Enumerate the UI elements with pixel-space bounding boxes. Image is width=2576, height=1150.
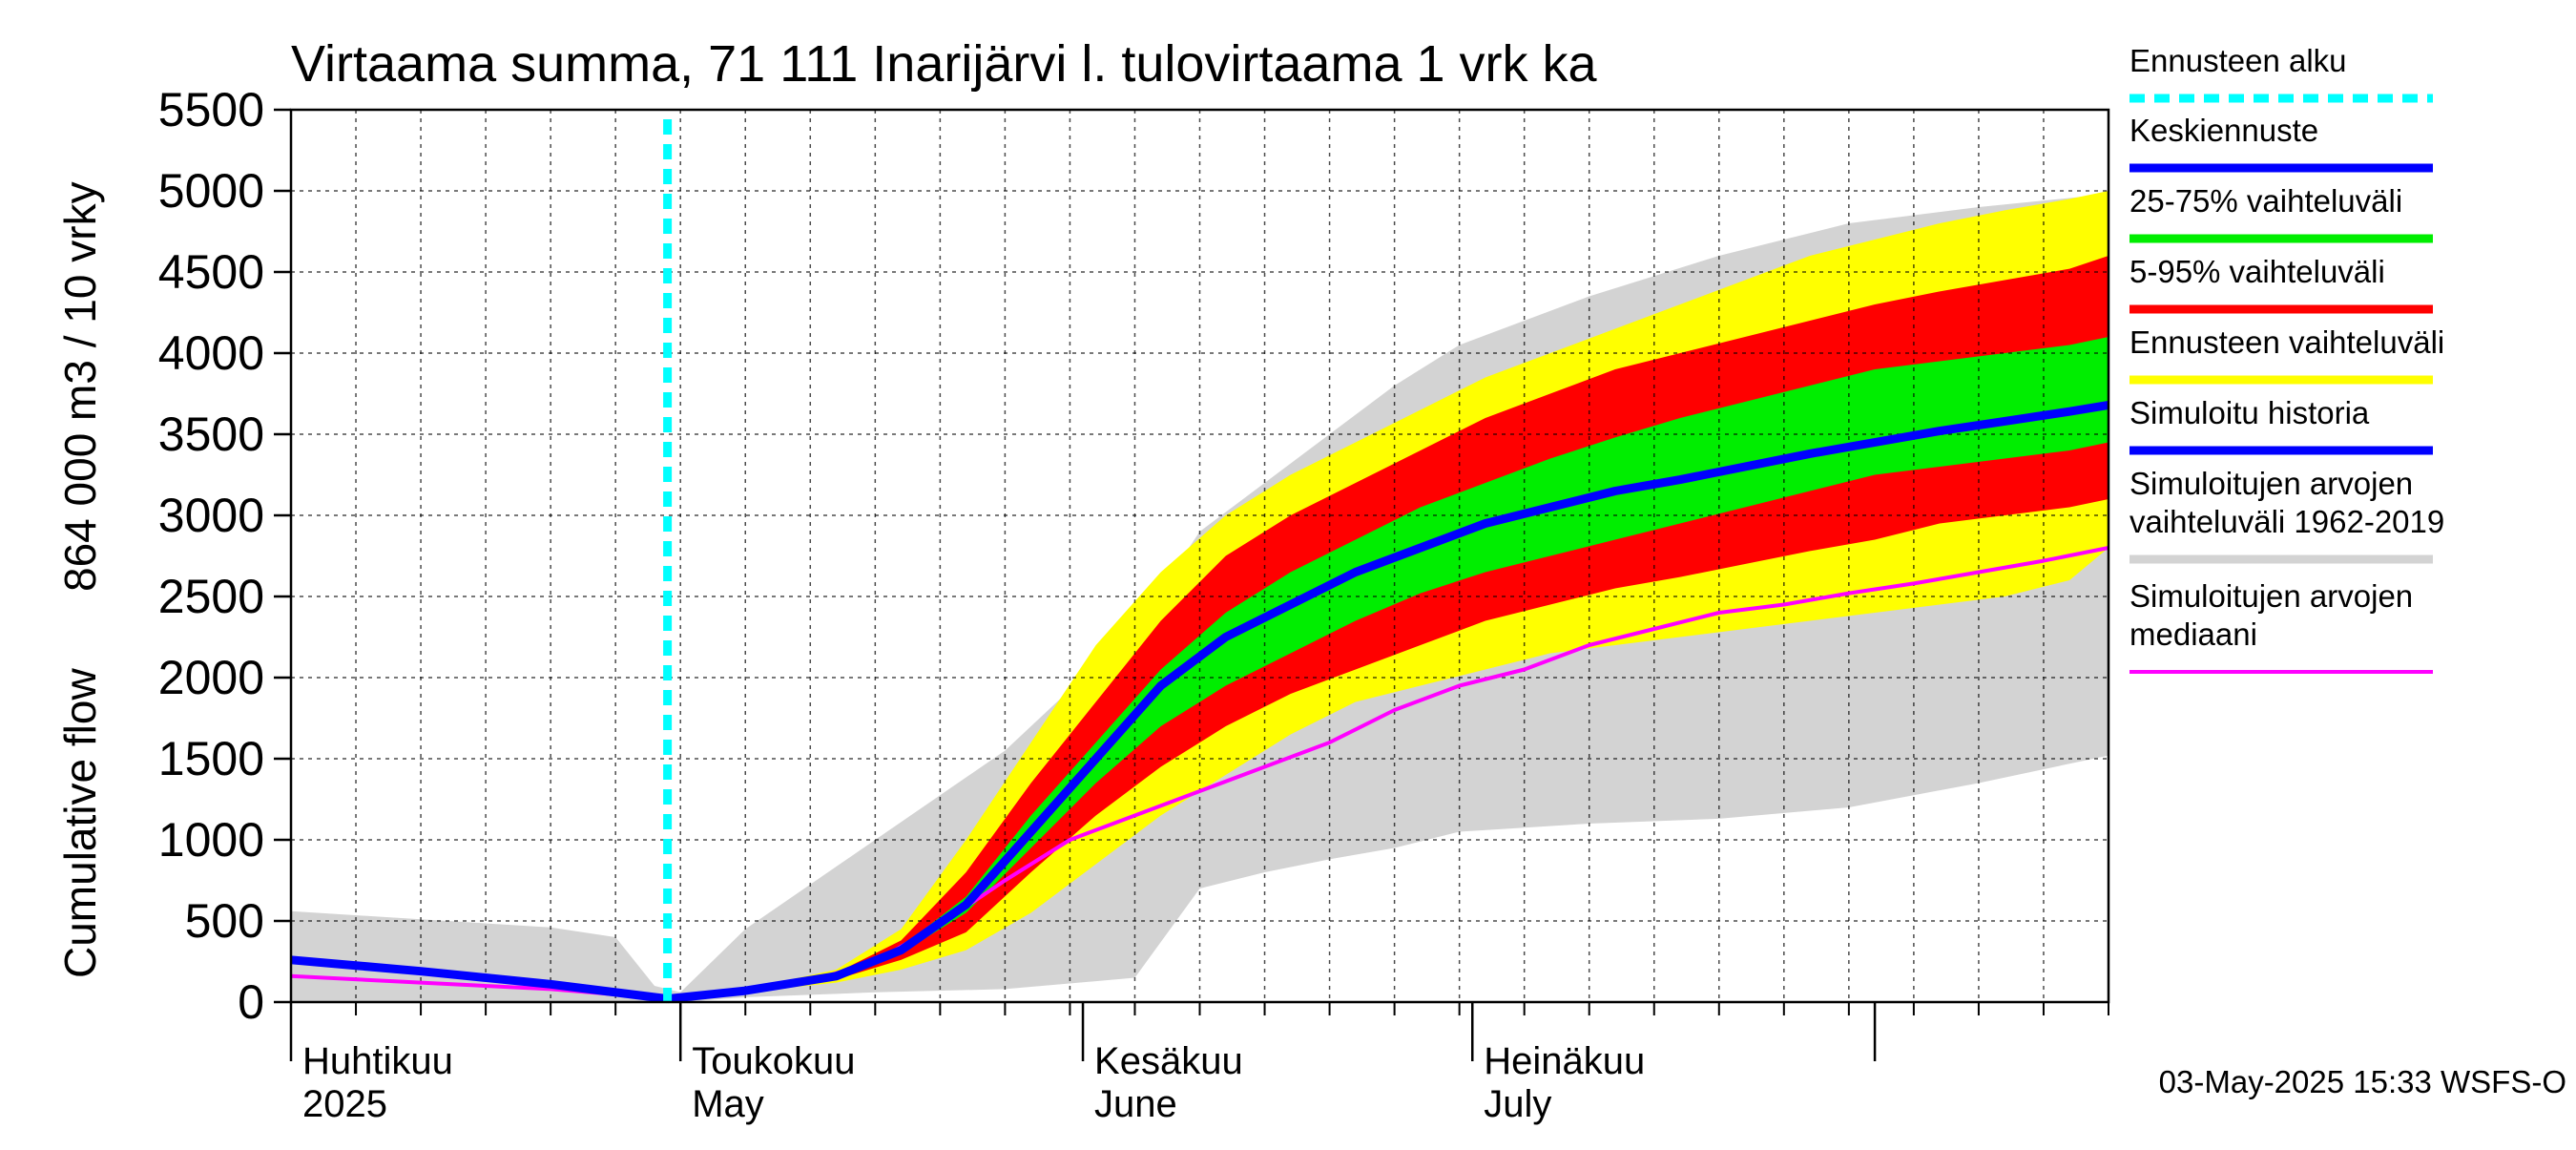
- y-tick-label: 1000: [158, 813, 264, 867]
- y-tick-label: 4500: [158, 245, 264, 299]
- legend: Ennusteen alku Keskiennuste 25-75% vaihtel…: [2129, 43, 2444, 674]
- x-month-label: Toukokuu: [692, 1040, 855, 1082]
- legend-label: Simuloitujen arvojen: [2129, 578, 2413, 614]
- y-tick-label: 4000: [158, 326, 264, 380]
- x-month-label: Huhtikuu: [302, 1040, 453, 1082]
- y-axis-label-bottom: Cumulative flow: [55, 668, 105, 978]
- y-tick-label: 2500: [158, 570, 264, 623]
- timestamp-footer: 03-May-2025 15:33 WSFS-O: [2159, 1064, 2566, 1099]
- line-keskiennuste: [667, 400, 2109, 1004]
- x-month-label: Kesäkuu: [1094, 1040, 1243, 1082]
- x-month-label-en: 2025: [302, 1083, 387, 1125]
- chart-title: Virtaama summa, 71 111 Inarijärvi l. tul…: [291, 35, 1598, 93]
- y-tick-label: 5000: [158, 164, 264, 218]
- x-month-label: Heinäkuu: [1484, 1040, 1645, 1082]
- y-tick-label: 5500: [158, 83, 264, 136]
- line-simuloitu-historia: [290, 955, 669, 1004]
- y-tick-label: 3500: [158, 408, 264, 461]
- x-month-label-en: July: [1484, 1083, 1551, 1125]
- x-month-label-en: May: [692, 1083, 764, 1125]
- y-axis-label-top: 864 000 m3 / 10 vrky: [55, 181, 105, 592]
- y-tick-label: 2000: [158, 651, 264, 704]
- legend-label: Simuloitujen arvojen: [2129, 466, 2413, 501]
- x-month-label-en: June: [1094, 1083, 1177, 1125]
- y-tick-label: 0: [238, 975, 264, 1029]
- y-tick-label: 3000: [158, 489, 264, 542]
- legend-label: Ennusteen vaihteluväli: [2129, 324, 2444, 360]
- legend-label: Simuloitu historia: [2129, 395, 2370, 430]
- y-tick-label: 500: [185, 894, 264, 948]
- legend-label: 25-75% vaihteluväli: [2129, 183, 2402, 219]
- legend-label: Ennusteen alku: [2129, 43, 2347, 78]
- legend-label: 5-95% vaihteluväli: [2129, 254, 2385, 289]
- y-tick-label: 1500: [158, 732, 264, 785]
- legend-label: Keskiennuste: [2129, 113, 2318, 148]
- plot-area: 0 500 1000 1500 2000 2500 3000 3500 4000 4500 5000…: [158, 83, 2110, 1125]
- legend-label: mediaani: [2129, 617, 2257, 652]
- legend-label: vaihteluväli 1962-2019: [2129, 504, 2444, 539]
